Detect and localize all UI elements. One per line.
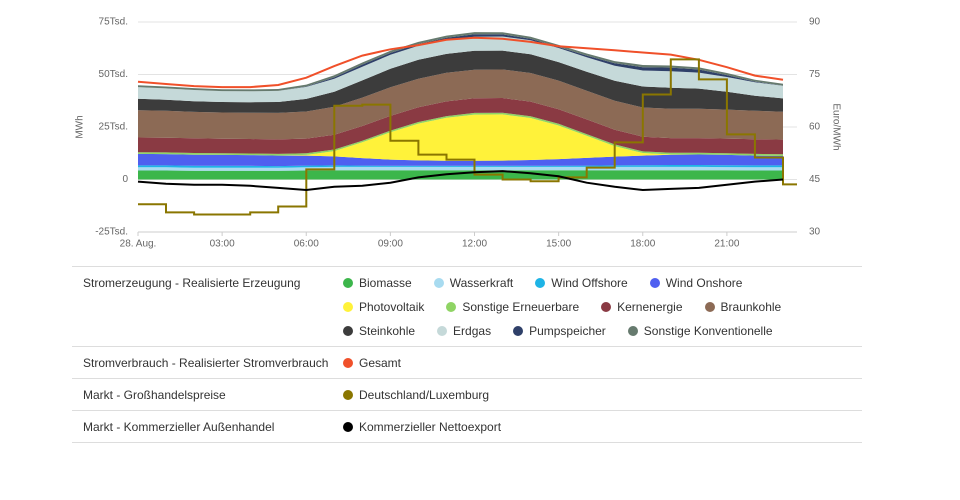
legend-marker [343,302,353,312]
stacked-area [138,98,783,155]
y-tick-label: 50Tsd. [99,69,128,80]
legend-marker [704,302,715,312]
legend-group: Stromerzeugung - Realisierte Erzeugung Bi… [72,267,862,347]
x-tick-label: 18:00 [630,239,655,250]
legend-item[interactable]: Photovoltaik [343,295,424,319]
y-tick-label: -25Tsd. [95,227,128,238]
legend-marker [343,278,353,288]
legend-item[interactable]: Wind Onshore [649,271,743,295]
line [137,36,784,89]
legend-marker [627,326,638,336]
stacked-area [138,36,783,103]
legend-group: Markt - Kommerzieller Außenhandel Kommerz… [72,411,862,443]
legend-group: Stromverbrauch - Realisierter Stromverbr… [72,347,862,379]
y2-tick-label: 90 [809,17,821,28]
stacked-area [138,170,783,180]
y2-tick-label: 60 [809,122,821,133]
legend-label: Wind Onshore [665,276,743,290]
legend-label: Braunkohle [720,300,782,314]
stacked-area [138,69,783,140]
legend-label: Deutschland/Luxemburg [359,388,490,402]
x-tick-label: 15:00 [546,239,571,250]
legend-items: Deutschland/Luxemburg [343,383,803,407]
step-line [138,58,797,216]
legend-item[interactable]: Wasserkraft [433,271,514,295]
legend-label: Biomasse [359,276,412,290]
chart: -25Tsd. 0 25Tsd. 50Tsd. 75Tsd. 30 45 60 75 90 28. … [75,17,842,250]
legend-item[interactable]: Pumpspeicher [513,319,606,343]
legend-marker [649,278,660,288]
legend-label: Sonstige Erneuerbare [462,300,580,314]
legend-marker [343,390,353,400]
stacked-area [138,50,783,113]
legend-item[interactable]: Gesamt [343,351,401,375]
legend-label: Wasserkraft [449,276,514,290]
legend-label: Gesamt [359,356,402,370]
legend-item[interactable]: Sonstige Erneuerbare [446,295,579,319]
legend-item[interactable]: Sonstige Konventionelle [627,319,773,343]
legend-marker [343,326,353,336]
legend-item[interactable]: Wind Offshore [535,271,628,295]
legend-items: Biomasse Wasserkraft Wind Offshore Wind Ons… [343,271,803,343]
y2-tick-label: 30 [809,227,821,238]
legend-group-label: Markt - Großhandelspreise [83,388,226,402]
legend-item[interactable]: Kommerzieller Nettoexport [343,415,501,439]
y-axis-title: MWh [75,115,86,138]
legend-label: Steinkohle [359,324,416,338]
legend-item[interactable]: Deutschland/Luxemburg [343,383,489,407]
x-tick-label: 09:00 [378,239,403,250]
stacked-area [138,166,783,171]
legend-marker [446,302,457,312]
y2-axis-title: Euro/MWh [830,103,841,150]
legend-marker [437,326,448,336]
legend-label: Photovoltaik [359,300,425,314]
x-tick-label: 21:00 [714,239,739,250]
x-tick-label: 06:00 [294,239,319,250]
x-tick-label: 03:00 [210,239,235,250]
legend-items: Gesamt [343,351,803,375]
y2-tick-label: 45 [809,174,821,185]
legend-item[interactable]: Kernenergie [601,295,683,319]
legend-label: Kernenergie [617,300,683,314]
y-tick-label: 75Tsd. [99,17,128,28]
legend-marker [601,302,612,312]
x-tick-label: 12:00 [462,239,487,250]
stacked-area [138,153,783,167]
legend-group: Markt - Großhandelspreise Deutschland/Lux… [72,379,862,411]
legend-item[interactable]: Erdgas [437,319,491,343]
line [137,170,784,192]
legend-item[interactable]: Steinkohle [343,319,415,343]
legend: Stromerzeugung - Realisierte Erzeugung Bi… [72,266,862,443]
y-tick-label: 0 [122,174,128,185]
legend-group-label: Stromerzeugung - Realisierte Erzeugung [83,276,301,290]
legend-item[interactable]: Braunkohle [704,295,782,319]
legend-label: Erdgas [453,324,492,338]
legend-item[interactable]: Biomasse [343,271,412,295]
legend-marker [433,278,444,288]
legend-group-label: Stromverbrauch - Realisierter Stromverbr… [83,356,329,370]
y-tick-label: 25Tsd. [99,122,128,133]
stacked-area [138,114,783,161]
legend-label: Pumpspeicher [529,324,606,338]
legend-items: Kommerzieller Nettoexport [343,415,803,439]
legend-group-label: Markt - Kommerzieller Außenhandel [83,420,275,434]
legend-marker [535,278,546,288]
legend-marker [343,358,353,368]
y2-tick-label: 75 [809,69,821,80]
legend-label: Sonstige Konventionelle [643,324,773,338]
x-tick-label: 28. Aug. [120,239,157,250]
legend-label: Wind Offshore [551,276,628,290]
legend-marker [513,326,524,336]
legend-label: Kommerzieller Nettoexport [359,420,502,434]
stacked-area [138,165,783,168]
legend-marker [343,422,353,432]
